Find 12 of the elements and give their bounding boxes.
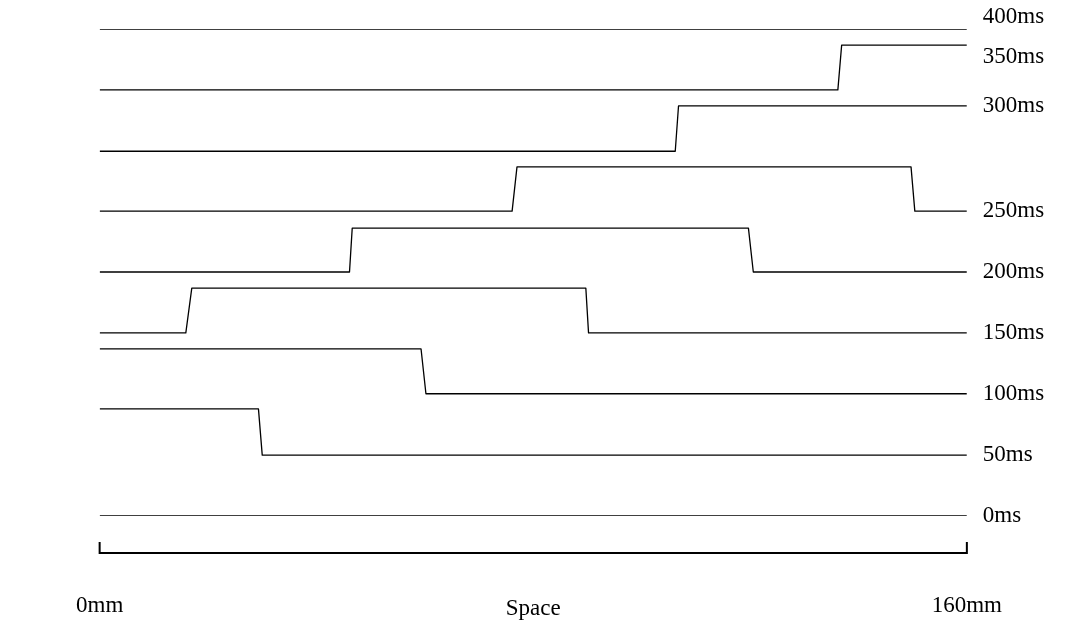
series-label: 350ms — [982, 43, 1045, 69]
x-axis-title: Space — [505, 595, 561, 620]
series-label: 200ms — [982, 258, 1045, 284]
series-label: 300ms — [982, 91, 1045, 117]
x-tick-label: 0mm — [76, 591, 124, 617]
series-label: 150ms — [982, 318, 1045, 344]
series-label: 0ms — [982, 502, 1022, 528]
series-label: 250ms — [982, 197, 1045, 223]
x-tick-label: 160mm — [931, 591, 1003, 617]
series-label: 400ms — [982, 3, 1045, 29]
series-label: 50ms — [982, 441, 1033, 467]
series-label: 100ms — [982, 379, 1045, 405]
